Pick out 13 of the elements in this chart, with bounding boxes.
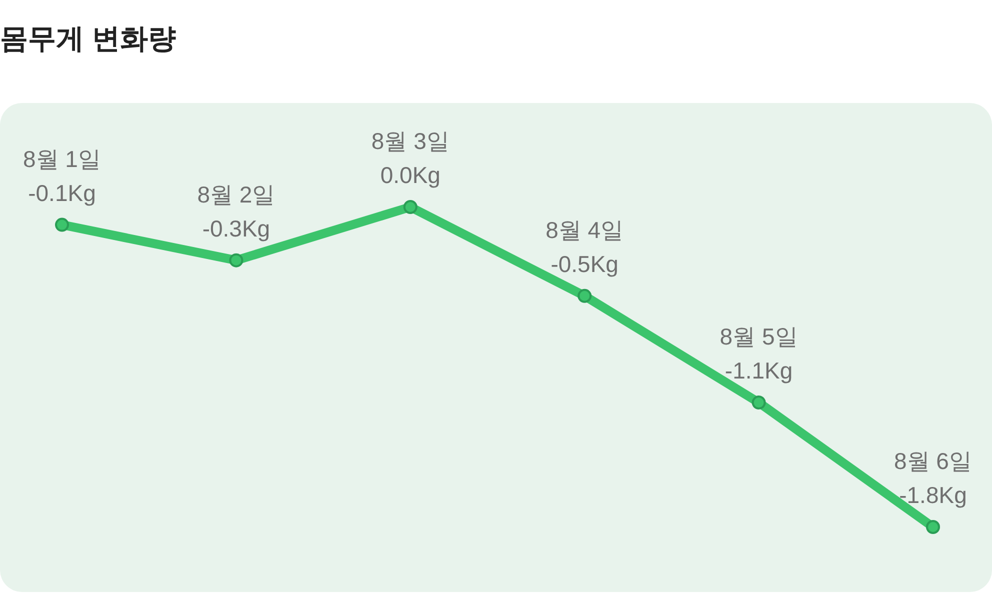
value-label: -1.1Kg <box>724 358 793 384</box>
value-label: 0.0Kg <box>380 162 440 188</box>
value-label: -0.3Kg <box>202 215 270 242</box>
category-label: 8월 2일 <box>197 181 276 208</box>
category-label: 8월 6일 <box>894 448 972 474</box>
value-label: -0.1Kg <box>28 180 96 206</box>
value-label: -1.8Kg <box>899 482 967 508</box>
value-label: -0.5Kg <box>550 250 618 277</box>
category-label: 8월 4일 <box>546 216 624 243</box>
category-label: 8월 5일 <box>720 324 798 350</box>
category-label: 8월 1일 <box>23 146 101 172</box>
category-label: 8월 3일 <box>371 128 450 154</box>
title: 몸무게 변화량 <box>0 23 176 54</box>
